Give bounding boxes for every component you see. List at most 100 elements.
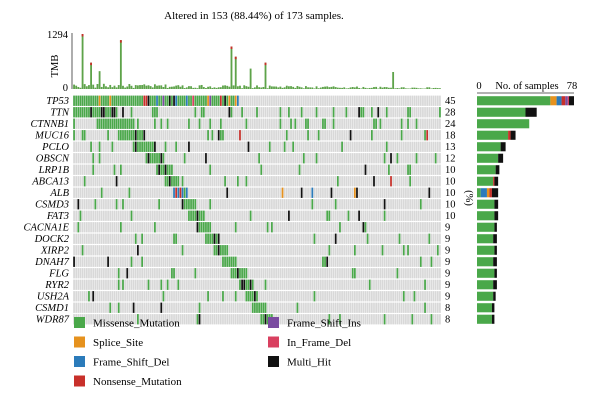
matrix-cell [332, 222, 335, 233]
matrix-cell [351, 164, 354, 175]
matrix-cell [419, 314, 422, 325]
matrix-cell [249, 107, 252, 118]
matrix-cell [313, 279, 316, 290]
matrix-cell [79, 291, 82, 302]
matrix-cell [292, 118, 295, 129]
matrix-cell [262, 210, 265, 221]
matrix-cell [334, 256, 337, 267]
matrix-cell [164, 118, 167, 129]
matrix-cell [132, 164, 135, 175]
matrix-cell [124, 279, 126, 290]
matrix-cell [371, 95, 373, 106]
matrix-cell [107, 291, 109, 302]
matrix-cell [149, 176, 152, 187]
mutation-cell [339, 222, 341, 233]
matrix-cell [275, 130, 278, 141]
matrix-cell [256, 256, 258, 267]
matrix-cell [349, 302, 352, 313]
matrix-cell [343, 153, 346, 164]
matrix-cell [211, 176, 214, 187]
matrix-cell [294, 164, 297, 175]
matrix-cell [349, 187, 352, 198]
mutation-cell [232, 268, 235, 279]
matrix-cell [236, 164, 239, 175]
matrix-cell [247, 153, 250, 164]
matrix-cell [126, 107, 129, 118]
matrix-cell [168, 268, 171, 279]
mutation-cell [322, 118, 324, 129]
matrix-cell [379, 222, 382, 233]
matrix-cell [368, 199, 371, 210]
matrix-cell [134, 279, 137, 290]
matrix-cell [145, 233, 148, 244]
tmb-bar [398, 88, 401, 89]
matrix-cell [402, 118, 405, 129]
matrix-cell [334, 95, 337, 106]
matrix-cell [392, 279, 395, 290]
mutation-cell [166, 118, 169, 129]
matrix-cell [336, 153, 339, 164]
matrix-cell [168, 256, 171, 267]
mutation-cell [132, 302, 135, 313]
matrix-cell [439, 245, 441, 256]
tmb-bar [302, 88, 305, 89]
matrix-cell [268, 95, 271, 106]
mutation-cell [90, 95, 92, 106]
matrix-cell [88, 199, 90, 210]
matrix-cell [347, 233, 350, 244]
matrix-cell [283, 279, 286, 290]
matrix-cell [326, 279, 329, 290]
matrix-cell [139, 268, 141, 279]
matrix-cell [111, 245, 114, 256]
matrix-cell [398, 279, 401, 290]
matrix-cell [254, 164, 256, 175]
matrix-cell [179, 279, 182, 290]
matrix-cell [92, 130, 95, 141]
matrix-cell [360, 118, 363, 129]
matrix-cell [413, 302, 416, 313]
matrix-cell [102, 153, 105, 164]
matrix-cell [109, 176, 112, 187]
matrix-cell [94, 268, 97, 279]
matrix-cell [236, 153, 239, 164]
matrix-cell [181, 118, 184, 129]
matrix-cell [137, 176, 139, 187]
matrix-cell [171, 222, 173, 233]
matrix-cell [383, 164, 386, 175]
matrix-cell [239, 314, 241, 325]
matrix-cell [368, 256, 371, 267]
matrix-cell [381, 187, 384, 198]
matrix-cell [290, 245, 292, 256]
matrix-cell [260, 256, 263, 267]
matrix-cell [217, 199, 220, 210]
matrix-cell [345, 256, 348, 267]
matrix-cell [288, 130, 290, 141]
matrix-cell [251, 210, 254, 221]
matrix-cell [328, 130, 331, 141]
matrix-cell [126, 210, 129, 221]
matrix-cell [349, 176, 352, 187]
matrix-cell [366, 95, 369, 106]
tmb-bar [290, 86, 292, 89]
matrix-cell [190, 314, 192, 325]
matrix-cell [77, 291, 80, 302]
matrix-cell [324, 199, 326, 210]
matrix-cell [385, 314, 388, 325]
matrix-cell [239, 118, 241, 129]
matrix-cell [83, 118, 86, 129]
matrix-cell [277, 210, 280, 221]
matrix-cell [132, 176, 135, 187]
matrix-cell [311, 245, 314, 256]
matrix-cell [179, 153, 182, 164]
matrix-cell [394, 187, 397, 198]
matrix-cell [188, 256, 190, 267]
matrix-cell [275, 291, 278, 302]
matrix-cell [90, 130, 92, 141]
matrix-cell [219, 233, 222, 244]
matrix-cell [117, 153, 120, 164]
matrix-cell [249, 302, 252, 313]
matrix-cell [279, 141, 282, 152]
matrix-cell [79, 187, 82, 198]
matrix-cell [388, 245, 390, 256]
gene-label: WDR87 [36, 314, 70, 325]
